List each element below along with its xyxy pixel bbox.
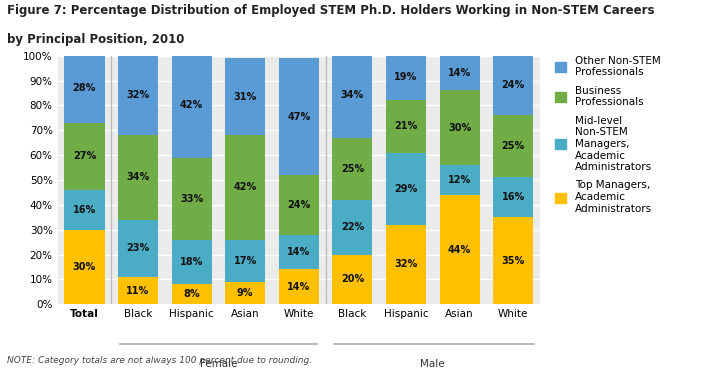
- Text: 25%: 25%: [341, 164, 364, 174]
- Bar: [279, 234, 319, 269]
- Bar: [279, 269, 319, 304]
- Text: 17%: 17%: [233, 256, 257, 266]
- Text: 42%: 42%: [180, 101, 203, 110]
- Text: 30%: 30%: [448, 123, 471, 133]
- Text: 42%: 42%: [233, 183, 257, 193]
- Bar: [171, 158, 212, 240]
- Text: 32%: 32%: [395, 259, 418, 269]
- Text: 22%: 22%: [341, 222, 364, 232]
- Text: Female: Female: [199, 359, 237, 369]
- Bar: [493, 115, 534, 177]
- Bar: [386, 101, 426, 152]
- Text: 16%: 16%: [502, 192, 525, 202]
- Text: 16%: 16%: [73, 205, 96, 215]
- Text: 8%: 8%: [184, 289, 200, 299]
- Bar: [439, 91, 480, 165]
- Bar: [118, 220, 158, 277]
- Text: 20%: 20%: [341, 275, 364, 284]
- Text: 47%: 47%: [287, 112, 310, 122]
- Text: 24%: 24%: [502, 81, 525, 91]
- Bar: [118, 277, 158, 304]
- Bar: [225, 135, 265, 240]
- Text: 34%: 34%: [127, 173, 150, 183]
- Text: 31%: 31%: [233, 92, 257, 102]
- Text: 30%: 30%: [73, 262, 96, 272]
- Bar: [333, 53, 372, 138]
- Bar: [64, 230, 104, 304]
- Bar: [64, 53, 104, 123]
- Bar: [171, 284, 212, 304]
- Bar: [225, 240, 265, 282]
- Text: Figure 7: Percentage Distribution of Employed STEM Ph.D. Holders Working in Non-: Figure 7: Percentage Distribution of Emp…: [7, 4, 654, 17]
- Bar: [386, 53, 426, 101]
- Bar: [493, 177, 534, 217]
- Bar: [493, 56, 534, 115]
- Bar: [64, 123, 104, 190]
- Bar: [118, 135, 158, 220]
- Bar: [333, 255, 372, 304]
- Text: 34%: 34%: [341, 91, 364, 101]
- Text: 18%: 18%: [180, 257, 203, 267]
- Bar: [439, 56, 480, 91]
- Text: 9%: 9%: [237, 288, 253, 298]
- Text: 19%: 19%: [395, 72, 418, 82]
- Text: 32%: 32%: [127, 91, 150, 101]
- Bar: [225, 58, 265, 135]
- Text: 12%: 12%: [448, 175, 471, 185]
- Bar: [493, 217, 534, 304]
- Text: 14%: 14%: [448, 68, 471, 78]
- Bar: [118, 56, 158, 135]
- Text: Male: Male: [420, 359, 445, 369]
- Bar: [225, 282, 265, 304]
- Text: by Principal Position, 2010: by Principal Position, 2010: [7, 33, 184, 46]
- Text: 24%: 24%: [287, 200, 310, 210]
- Bar: [386, 152, 426, 225]
- Bar: [439, 165, 480, 195]
- Text: 21%: 21%: [395, 121, 418, 131]
- Text: 29%: 29%: [395, 184, 418, 194]
- Bar: [64, 190, 104, 230]
- Text: 27%: 27%: [73, 151, 96, 161]
- Text: 44%: 44%: [448, 244, 471, 255]
- Bar: [171, 53, 212, 158]
- Bar: [279, 58, 319, 175]
- Bar: [333, 138, 372, 200]
- Text: NOTE: Category totals are not always 100 percent due to rounding.: NOTE: Category totals are not always 100…: [7, 357, 312, 365]
- Text: 14%: 14%: [287, 282, 310, 292]
- Text: 14%: 14%: [287, 247, 310, 257]
- Bar: [279, 175, 319, 234]
- Text: 23%: 23%: [127, 243, 150, 253]
- Text: 25%: 25%: [502, 141, 525, 151]
- Text: 28%: 28%: [73, 83, 96, 93]
- Text: 35%: 35%: [502, 256, 525, 266]
- Text: 11%: 11%: [127, 286, 150, 296]
- Legend: Other Non-STEM
Professionals, Business
Professionals, Mid-level
Non-STEM
Manager: Other Non-STEM Professionals, Business P…: [555, 56, 660, 214]
- Text: 33%: 33%: [180, 194, 203, 204]
- Bar: [333, 200, 372, 255]
- Bar: [386, 225, 426, 304]
- Bar: [171, 240, 212, 284]
- Bar: [439, 195, 480, 304]
